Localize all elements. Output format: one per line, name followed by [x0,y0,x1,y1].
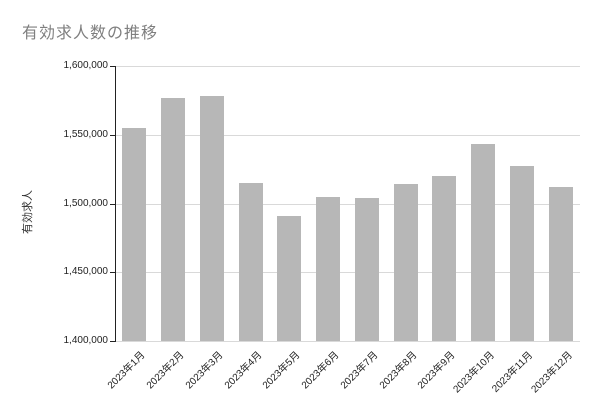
y-axis-tick [110,135,115,136]
x-tick-label-text: 2023年11月 [490,349,536,395]
gridline [115,204,580,205]
gridline [115,341,580,342]
y-axis-tick [110,204,115,205]
y-axis-tick [110,272,115,273]
bar [510,166,534,341]
bar [394,184,418,341]
bar [277,216,301,341]
gridline [115,66,580,67]
bar [549,187,573,341]
x-tick-label-text: 2023年8月 [378,349,420,392]
y-tick-label: 1,600,000 [63,60,109,71]
y-axis-line [115,66,116,342]
x-tick-label-text: 2023年2月 [145,349,187,392]
y-tick-label: 1,400,000 [63,335,109,346]
bar [122,128,146,341]
x-tick-label-text: 2023年12月 [529,349,575,396]
bar [239,183,263,341]
x-tick-label-text: 2023年5月 [261,349,303,392]
bar [316,197,340,341]
bar [200,96,224,341]
x-tick-label-text: 2023年7月 [339,349,381,392]
chart-title: 有効求人数の推移 [22,25,159,42]
y-axis-tick [110,341,115,342]
y-axis-tick [110,66,115,67]
x-tick-label-text: 2023年4月 [223,349,265,392]
y-tick-label: 1,500,000 [63,198,109,209]
y-axis-title: 有効求人 [22,190,34,234]
bar [432,176,456,341]
x-tick-label-text: 2023年10月 [451,349,497,396]
bar [161,98,185,341]
x-tick-label-text: 2023年6月 [300,349,342,392]
y-tick-label: 1,450,000 [63,266,109,277]
gridline [115,272,580,273]
x-tick-label-text: 2023年1月 [106,349,148,392]
bar [471,144,495,341]
y-tick-label: 1,550,000 [63,129,109,140]
x-tick-label-text: 2023年3月 [184,349,226,392]
gridline [115,135,580,136]
bar [355,198,379,341]
